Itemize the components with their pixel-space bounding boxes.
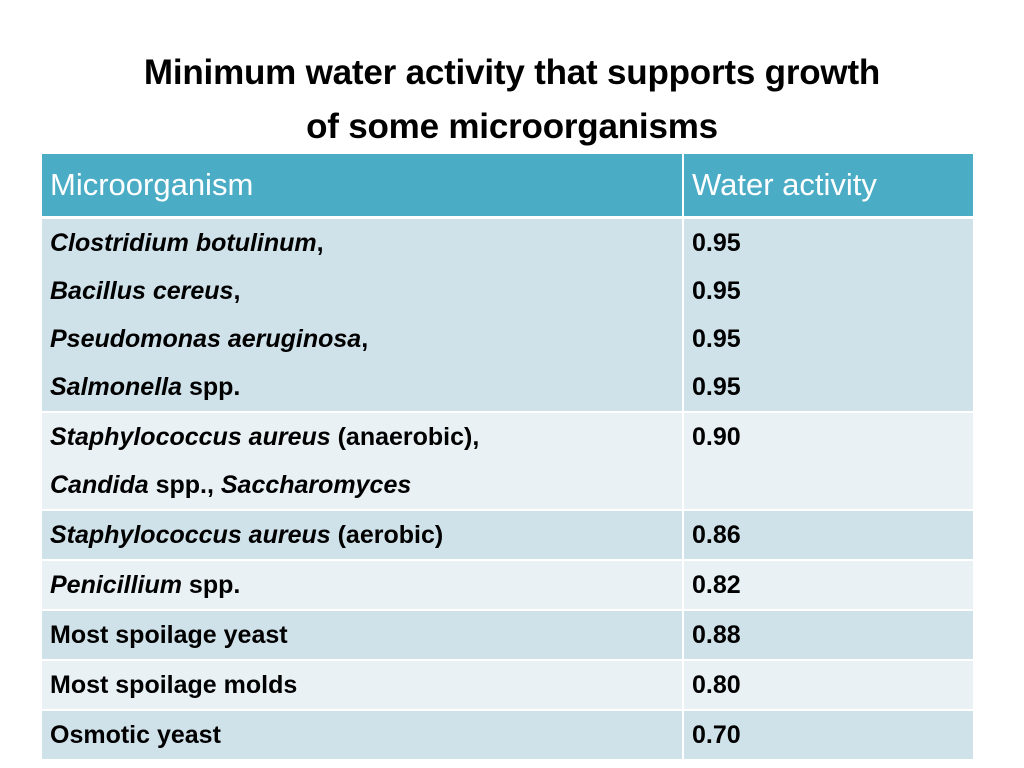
- microorganism-line: Most spoilage molds: [50, 661, 674, 709]
- water-activity-value: 0.88: [692, 621, 741, 649]
- water-activity-value: 0.86: [692, 521, 741, 549]
- water-activity-value: 0.95: [692, 325, 741, 353]
- organism-name: Bacillus cereus: [50, 277, 234, 305]
- organism-name: Saccharomyces: [220, 471, 412, 499]
- microorganism-cell: Osmotic yeast: [42, 710, 684, 761]
- microorganism-line: Clostridium botulinum,: [50, 219, 674, 267]
- water-activity-value: 0.95: [692, 229, 741, 257]
- organism-qualifier: (anaerobic),: [330, 423, 480, 451]
- microorganism-line: Bacillus cereus,: [50, 267, 674, 315]
- organism-qualifier: ,: [316, 229, 324, 257]
- organism-qualifier: (aerobic): [330, 521, 444, 549]
- microorganism-line: Penicillium spp.: [50, 561, 674, 609]
- title-line-2: of some microorganisms: [306, 107, 718, 146]
- water-activity-cell: 0.90: [683, 412, 973, 511]
- title-line-1: Minimum water activity that supports gro…: [143, 53, 881, 92]
- table-row: Most spoilage yeast 0.88: [42, 610, 973, 661]
- header-water-activity: Water activity: [683, 154, 973, 219]
- organism-name: Pseudomonas aeruginosa: [50, 325, 362, 353]
- microorganism-line: Staphylococcus aureus (aerobic): [50, 511, 674, 559]
- table-row: Staphylococcus aureus (anaerobic), Candid…: [42, 412, 973, 511]
- table-row: Osmotic yeast 0.70: [42, 710, 973, 761]
- microorganism-cell: Staphylococcus aureus (aerobic): [42, 510, 684, 561]
- organism-qualifier: Most spoilage yeast: [50, 621, 288, 649]
- organism-name: Penicillium: [50, 571, 182, 599]
- water-activity-value: 0.80: [692, 671, 741, 699]
- organism-qualifier: spp.,: [148, 471, 221, 499]
- water-activity-cell: 0.86: [683, 510, 973, 561]
- water-activity-cell: 0.82: [683, 560, 973, 611]
- microorganism-cell: Most spoilage molds: [42, 660, 684, 711]
- organism-qualifier: ,: [361, 325, 369, 353]
- organism-name: Staphylococcus aureus: [50, 423, 331, 451]
- microorganism-line: Pseudomonas aeruginosa,: [50, 315, 674, 363]
- water-activity-cell: 0.95 0.95 0.95 0.95: [683, 217, 973, 413]
- microorganism-cell: Most spoilage yeast: [42, 610, 684, 661]
- water-activity-cell: 0.70: [683, 710, 973, 761]
- microorganism-cell: Staphylococcus aureus (anaerobic), Candid…: [42, 412, 684, 511]
- table-row: Most spoilage molds 0.80: [42, 660, 973, 711]
- microorganism-cell: Clostridium botulinum, Bacillus cereus, Ps…: [42, 217, 684, 413]
- organism-name: Clostridium botulinum: [50, 229, 317, 257]
- organism-qualifier: ,: [233, 277, 241, 305]
- microorganism-line: Most spoilage yeast: [50, 611, 674, 659]
- table-body: Clostridium botulinum, Bacillus cereus, Ps…: [42, 217, 973, 761]
- water-activity-cell: 0.80: [683, 660, 973, 711]
- organism-name: Salmonella: [50, 373, 182, 401]
- microorganism-line: Candida spp., Saccharomyces: [50, 461, 674, 509]
- microorganism-line: Staphylococcus aureus (anaerobic),: [50, 413, 674, 461]
- table-header-row: Microorganism Water activity: [42, 154, 973, 219]
- water-activity-value: 0.82: [692, 571, 741, 599]
- table-row: Staphylococcus aureus (aerobic) 0.86: [42, 510, 973, 561]
- water-activity-cell: 0.88: [683, 610, 973, 661]
- water-activity-value: 0.95: [692, 277, 741, 305]
- organism-qualifier: Most spoilage molds: [50, 671, 298, 699]
- water-activity-table: Microorganism Water activity Clostridium…: [42, 154, 973, 761]
- organism-qualifier: spp.: [182, 373, 241, 401]
- organism-qualifier: Osmotic yeast: [50, 721, 221, 749]
- table-row: Penicillium spp. 0.82: [42, 560, 973, 611]
- table-row: Clostridium botulinum, Bacillus cereus, Ps…: [42, 217, 973, 413]
- water-activity-value: 0.95: [692, 373, 741, 401]
- water-activity-value: 0.70: [692, 721, 741, 749]
- page-title: Minimum water activity that supports gro…: [0, 46, 1024, 154]
- organism-name: Candida: [50, 471, 149, 499]
- header-microorganism: Microorganism: [42, 154, 684, 219]
- water-activity-value: 0.90: [692, 423, 741, 451]
- organism-name: Staphylococcus aureus: [50, 521, 331, 549]
- organism-qualifier: spp.: [181, 571, 241, 599]
- microorganism-line: Salmonella spp.: [50, 363, 674, 411]
- microorganism-line: Osmotic yeast: [50, 711, 674, 759]
- microorganism-cell: Penicillium spp.: [42, 560, 684, 611]
